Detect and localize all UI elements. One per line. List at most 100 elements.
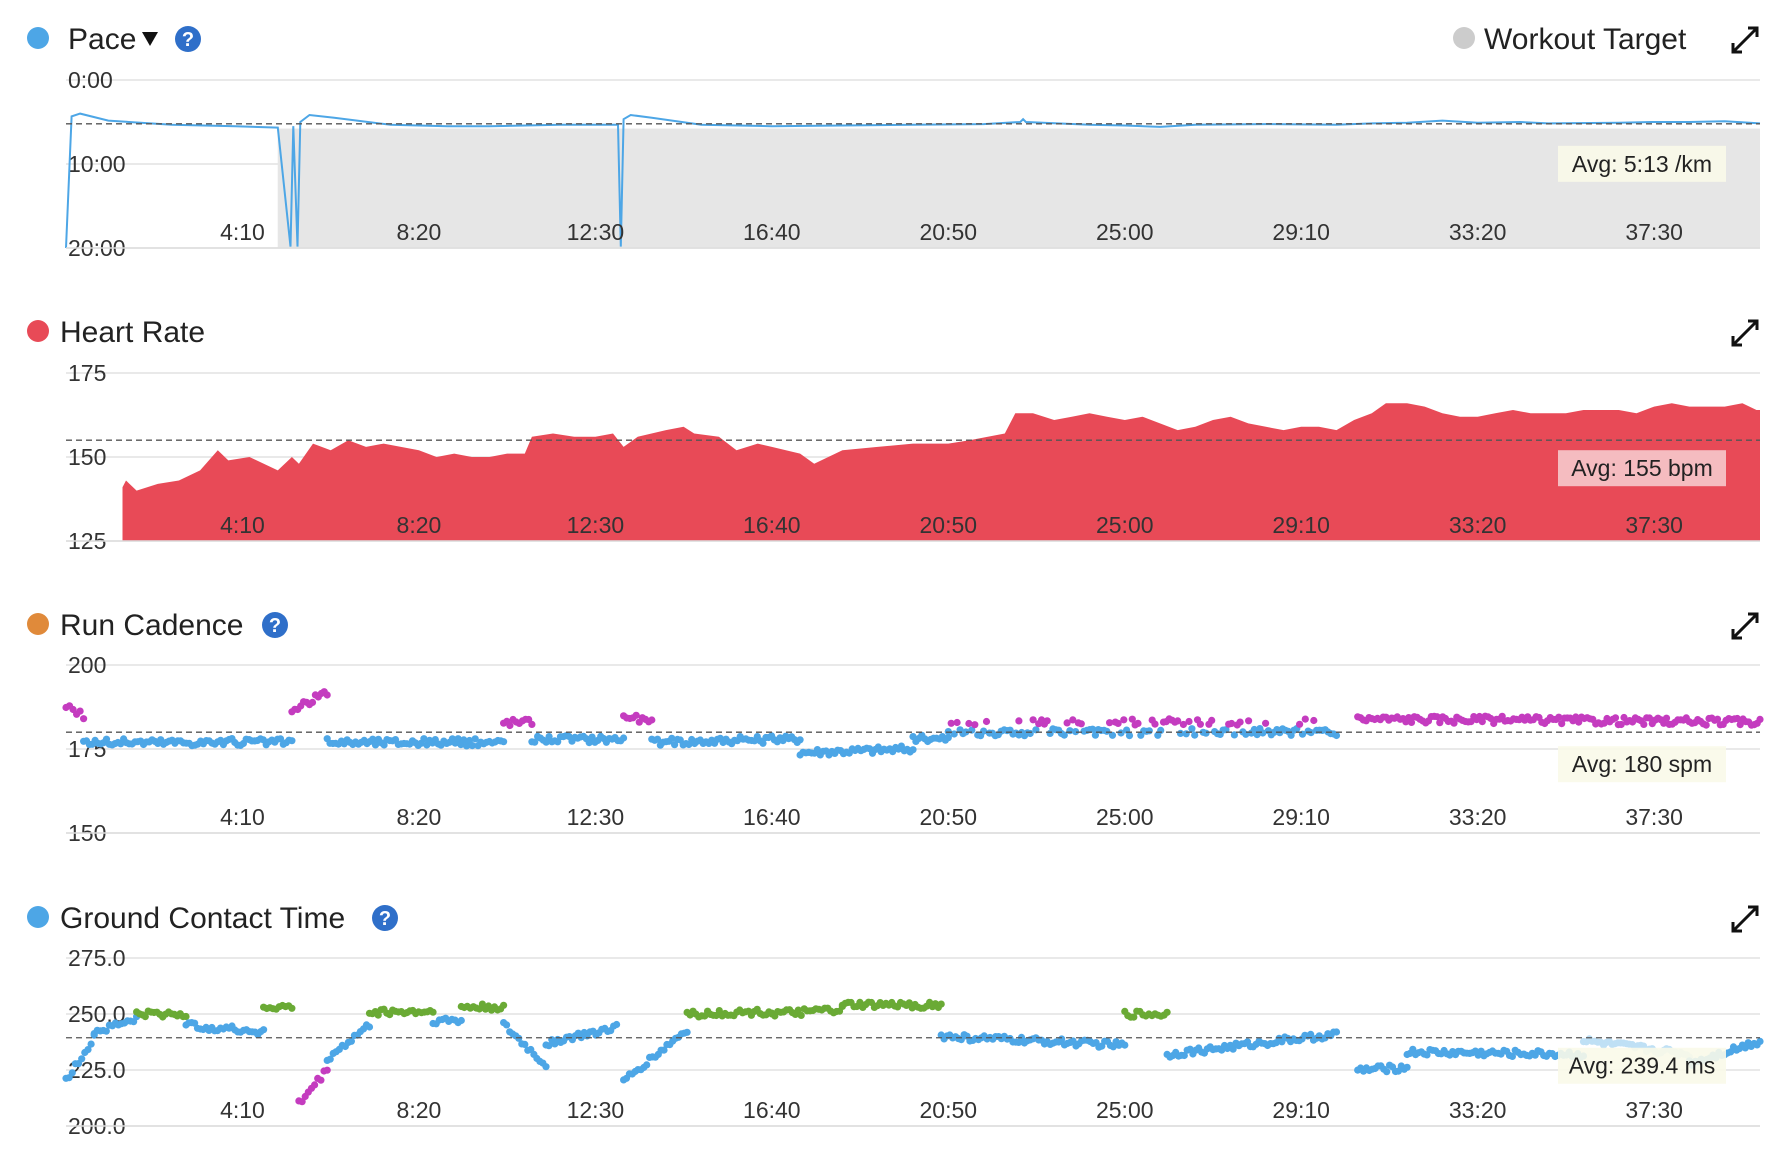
data-point <box>971 721 979 729</box>
average-label: Avg: 155 bpm <box>1558 450 1726 487</box>
data-point <box>944 734 952 742</box>
data-point <box>1245 717 1253 725</box>
data-point <box>1114 719 1122 728</box>
data-point <box>429 1008 437 1016</box>
data-point <box>1108 731 1117 739</box>
data-point <box>1117 729 1125 737</box>
y-tick-label: 175 <box>68 360 106 386</box>
data-point <box>1259 729 1267 737</box>
data-point <box>1128 715 1136 723</box>
x-tick-label: 20:50 <box>920 512 978 538</box>
average-label-box <box>1558 746 1726 783</box>
data-point <box>1403 1063 1411 1071</box>
average-label: Avg: 5:13 /km <box>1558 145 1726 182</box>
data-point <box>1236 718 1244 726</box>
pace-title: Pace <box>68 23 136 56</box>
data-point <box>1558 720 1566 728</box>
question-circle-icon[interactable]: ? <box>372 905 398 931</box>
y-tick-label: 275.0 <box>68 945 126 971</box>
data-point <box>643 1061 651 1069</box>
data-point <box>1230 731 1238 739</box>
data-point <box>506 721 514 730</box>
data-point <box>323 1066 331 1074</box>
data-point <box>585 739 593 747</box>
data-point <box>1736 721 1744 729</box>
data-point <box>683 1028 691 1036</box>
data-point <box>545 1042 553 1050</box>
x-tick-label: 8:20 <box>397 1097 442 1123</box>
data-point <box>531 738 539 746</box>
x-tick-label: 29:10 <box>1272 1097 1330 1123</box>
data-point <box>298 1098 306 1106</box>
data-point <box>982 717 991 726</box>
data-point <box>1188 725 1196 733</box>
data-point <box>1191 731 1199 739</box>
data-point <box>1756 715 1764 724</box>
data-point <box>947 719 955 727</box>
data-point <box>374 1011 382 1019</box>
expand-arrows-icon[interactable] <box>1731 319 1759 347</box>
caret-down-icon[interactable] <box>142 32 158 46</box>
workout-target-legend-dot[interactable] <box>1453 27 1475 49</box>
data-point <box>648 716 656 724</box>
average-label-text: Avg: 180 spm <box>1572 751 1712 777</box>
data-point <box>1134 719 1142 728</box>
expand-arrows-icon[interactable] <box>1731 612 1759 640</box>
data-point <box>1069 716 1077 724</box>
x-tick-label: 8:20 <box>397 804 442 830</box>
workout-target-legend[interactable]: Workout Target <box>1484 23 1687 56</box>
average-label-box <box>1558 145 1726 182</box>
data-point <box>471 735 479 743</box>
x-tick-label: 25:00 <box>1096 804 1154 830</box>
data-point <box>1185 717 1193 726</box>
heart-rate-series-dot <box>27 320 49 342</box>
x-tick-label: 33:20 <box>1449 219 1507 245</box>
x-tick-label: 25:00 <box>1096 219 1154 245</box>
data-point <box>1450 719 1458 727</box>
data-point <box>308 698 317 707</box>
x-tick-label: 29:10 <box>1272 512 1330 538</box>
data-point <box>1029 716 1037 724</box>
run-cadence-title: Run Cadence <box>60 609 243 642</box>
data-point <box>962 728 970 736</box>
question-circle-icon[interactable]: ? <box>262 612 288 638</box>
data-point <box>653 735 662 743</box>
data-point <box>1423 1051 1431 1059</box>
ground-contact-time-panel: Ground Contact Time ? 275.0250.0225.0200… <box>27 902 1764 1139</box>
x-tick-label: 29:10 <box>1272 804 1330 830</box>
heart-rate-series-area <box>122 403 1760 541</box>
data-point <box>1179 720 1187 729</box>
data-point <box>78 1055 86 1063</box>
x-tick-label: 16:40 <box>743 1097 801 1123</box>
x-tick-label: 16:40 <box>743 219 801 245</box>
data-point <box>102 1027 110 1035</box>
data-point <box>1662 714 1671 722</box>
data-point <box>953 718 961 727</box>
y-tick-label: 10:00 <box>68 151 126 177</box>
data-point <box>463 742 471 750</box>
data-point <box>1089 725 1097 733</box>
data-point <box>276 735 285 743</box>
data-point <box>311 1081 319 1089</box>
data-point <box>542 738 550 746</box>
expand-arrows-icon[interactable] <box>1731 905 1759 933</box>
data-point <box>182 1012 190 1021</box>
data-point <box>1262 719 1270 727</box>
data-point <box>76 707 84 715</box>
data-point <box>1222 726 1230 734</box>
data-point <box>503 1021 511 1029</box>
data-point <box>460 736 468 744</box>
x-tick-label: 20:50 <box>920 804 978 830</box>
data-point <box>950 730 958 738</box>
question-circle-icon[interactable]: ? <box>175 26 201 52</box>
average-label-text: Avg: 239.4 ms <box>1569 1053 1716 1079</box>
average-label-box <box>1558 450 1726 487</box>
expand-arrows-icon[interactable] <box>1731 26 1759 54</box>
x-tick-label: 33:20 <box>1449 512 1507 538</box>
data-point <box>1120 716 1128 724</box>
data-point <box>1125 732 1134 740</box>
x-tick-label: 4:10 <box>220 219 265 245</box>
